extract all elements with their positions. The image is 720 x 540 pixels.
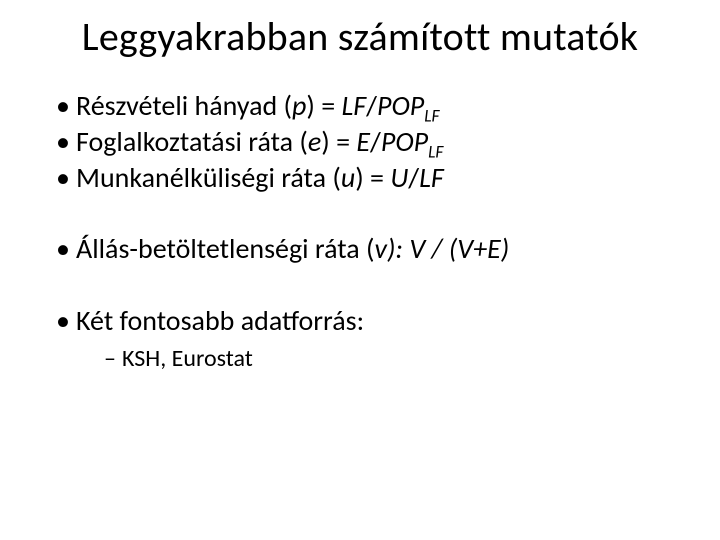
term-pop: POP bbox=[377, 88, 424, 123]
text: Részvételi hányad ( bbox=[76, 88, 292, 123]
variable-e: e bbox=[308, 124, 321, 159]
term-lf: LF bbox=[419, 160, 444, 195]
bullet-item-2: Foglalkoztatási ráta (e) = E/POPLF bbox=[56, 124, 686, 160]
text: Két fontosabb adatforrás: bbox=[76, 303, 364, 338]
term-v: V bbox=[457, 231, 473, 266]
slide: Leggyakrabban számított mutatók Részvéte… bbox=[0, 0, 720, 540]
slide-title: Leggyakrabban számított mutatók bbox=[34, 14, 686, 60]
text: KSH, Eurostat bbox=[122, 344, 253, 373]
bullet-item-1: Részvételi hányad (p) = LF/POPLF bbox=[56, 88, 686, 124]
text: ): bbox=[387, 231, 403, 266]
term-pop: POP bbox=[381, 124, 428, 159]
bullet-item-5: Két fontosabb adatforrás: KSH, Eurostat bbox=[56, 303, 686, 374]
text: + bbox=[473, 231, 487, 266]
variable-v: v bbox=[375, 231, 387, 266]
sub-bullet-list: KSH, Eurostat bbox=[76, 343, 686, 374]
text: / bbox=[370, 124, 381, 159]
text: Állás-betöltetlenségi ráta ( bbox=[76, 231, 375, 266]
bullet-list: Részvételi hányad (p) = LF/POPLF Foglalk… bbox=[34, 88, 686, 374]
text: / bbox=[408, 160, 419, 195]
bullet-item-4: Állás-betöltetlenségi ráta (v): V / (V+E… bbox=[56, 231, 686, 267]
text: Munkanélküliségi ráta ( bbox=[76, 160, 341, 195]
text: / bbox=[366, 88, 377, 123]
text: ) = bbox=[355, 160, 390, 195]
term-e: E bbox=[356, 124, 370, 159]
text: / ( bbox=[425, 231, 457, 266]
term-v: V bbox=[409, 231, 425, 266]
term-u: U bbox=[390, 160, 408, 195]
text: ) = bbox=[306, 88, 341, 123]
text: ) = bbox=[321, 124, 356, 159]
sub-bullet-item-1: KSH, Eurostat bbox=[104, 343, 686, 374]
term-e: E bbox=[487, 231, 501, 266]
variable-p: p bbox=[292, 88, 306, 123]
bullet-item-3: Munkanélküliségi ráta (u) = U/LF bbox=[56, 160, 686, 196]
term-lf: LF bbox=[342, 88, 367, 123]
text: Foglalkoztatási ráta ( bbox=[76, 124, 308, 159]
text: ) bbox=[501, 231, 510, 266]
variable-u: u bbox=[341, 160, 355, 195]
